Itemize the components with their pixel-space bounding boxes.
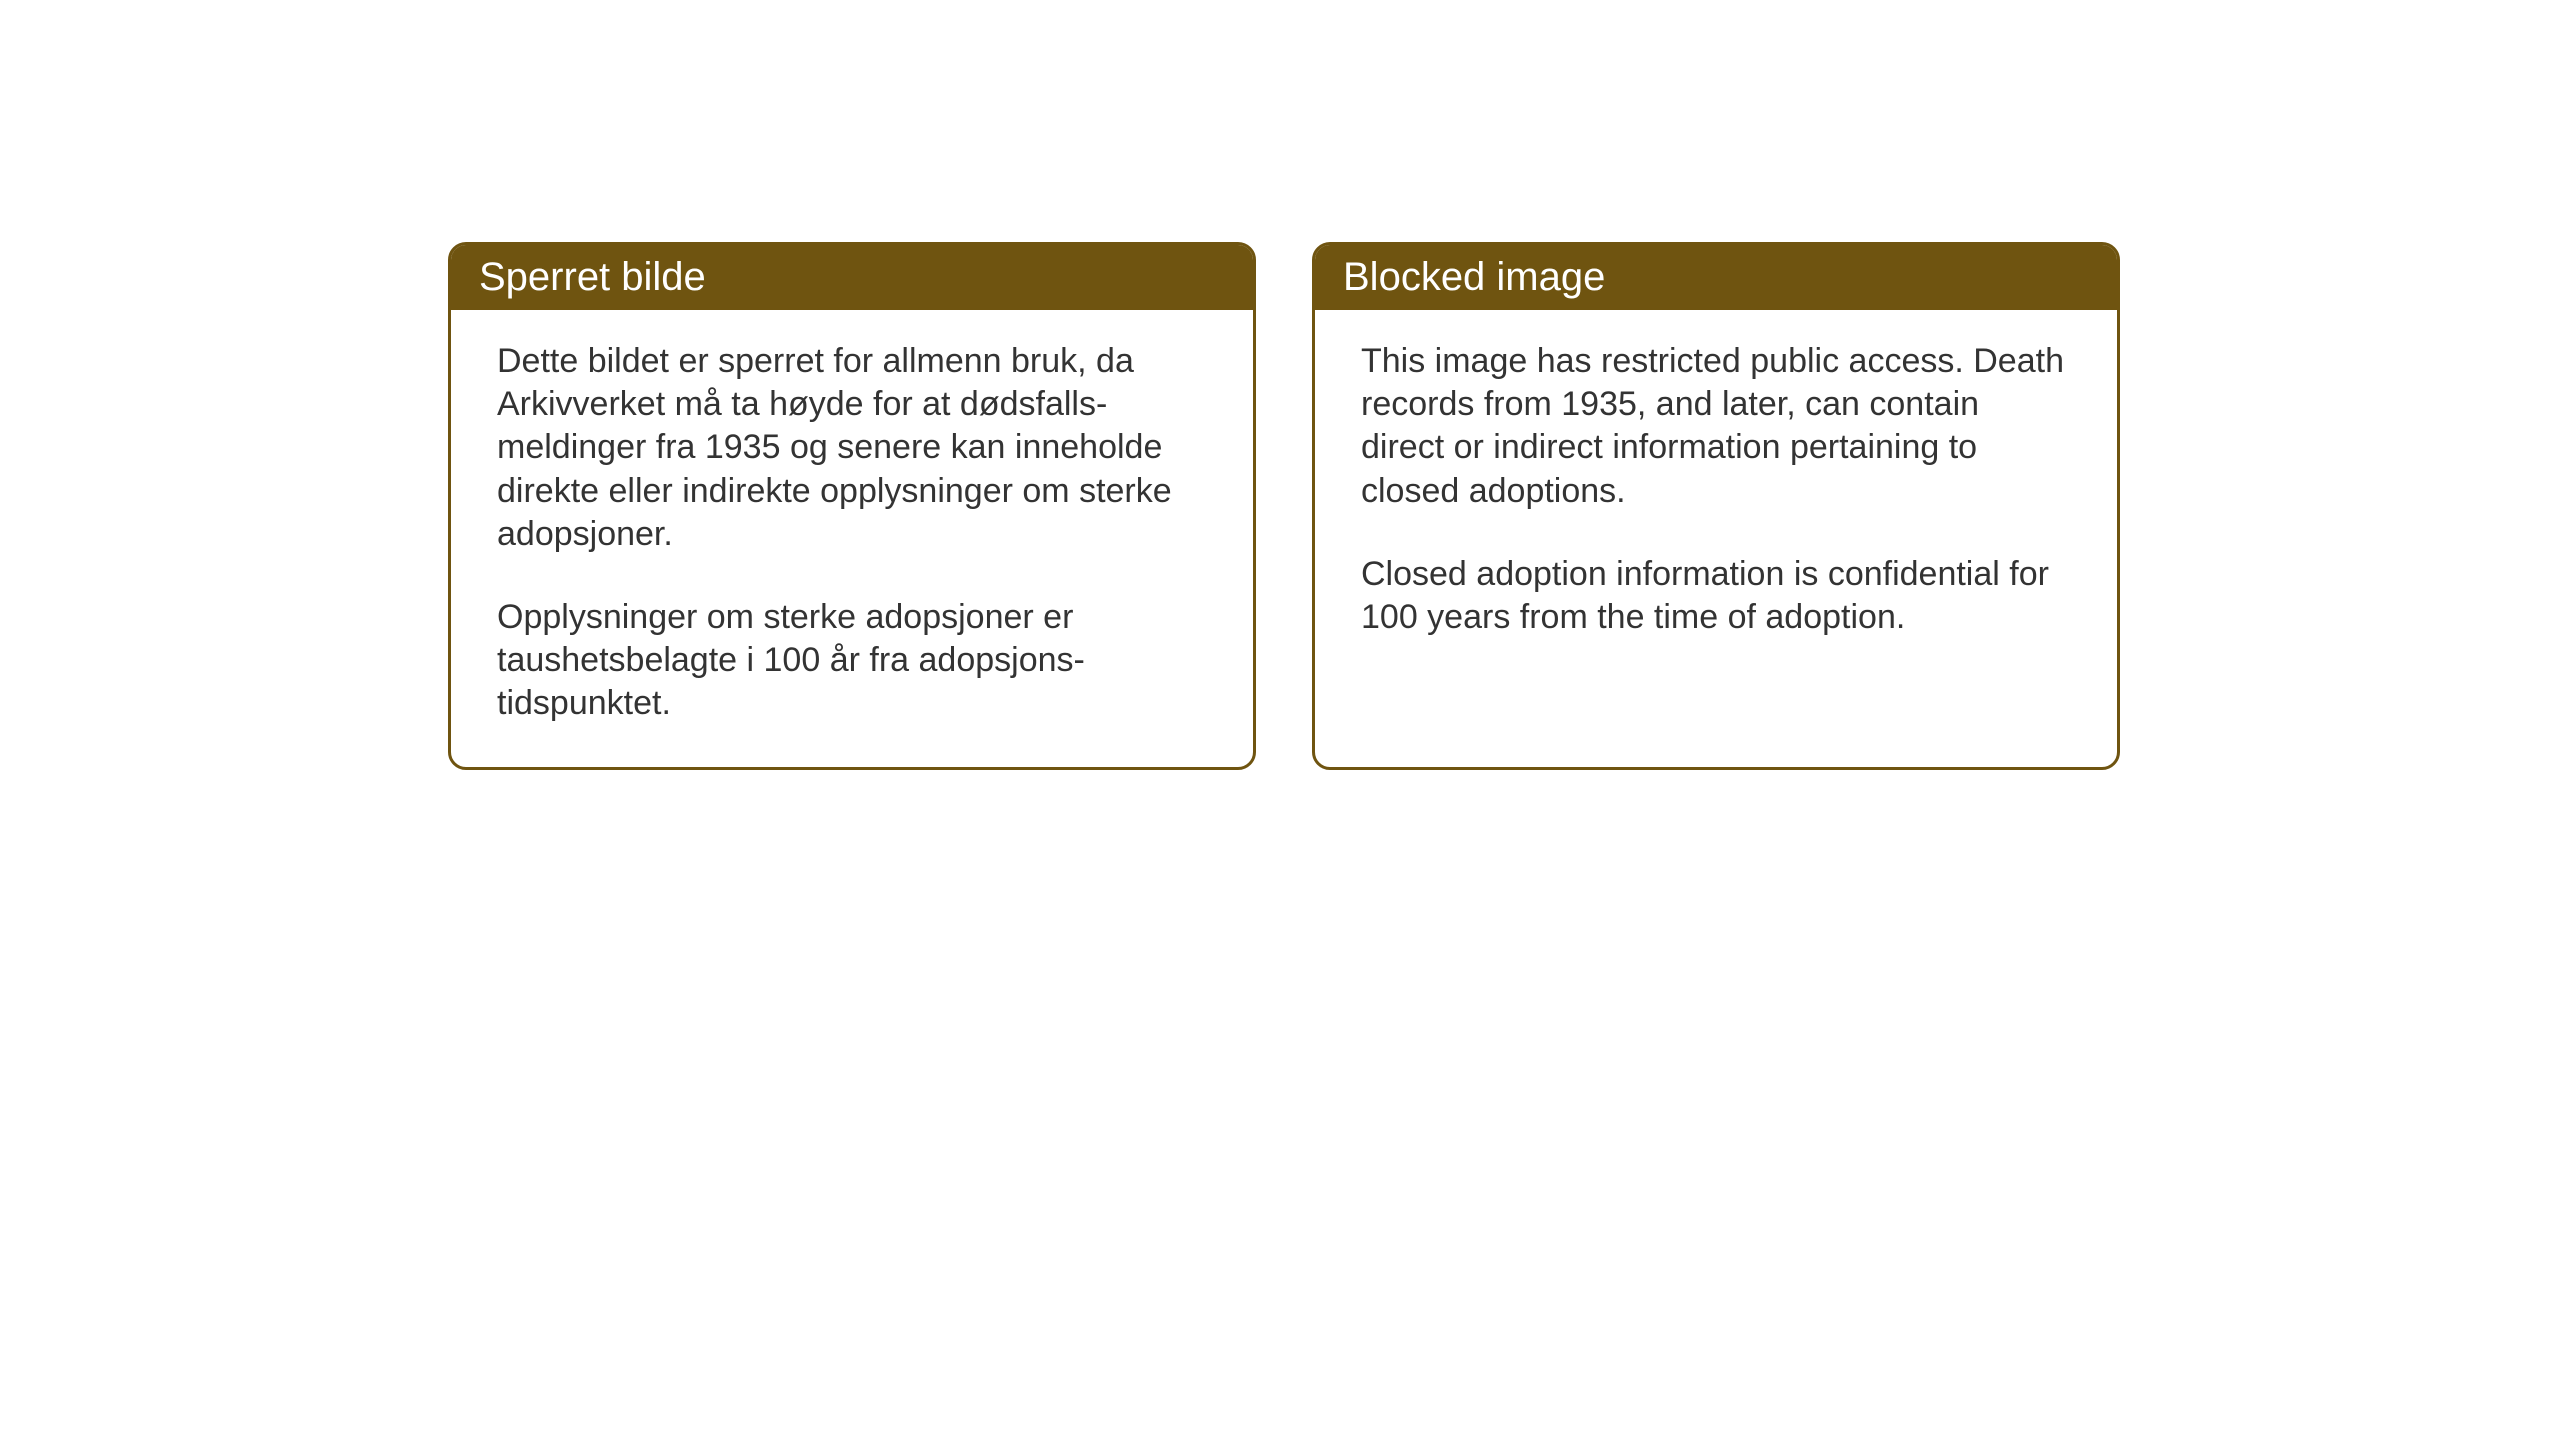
norwegian-card-title: Sperret bilde <box>451 245 1253 310</box>
english-paragraph-2: Closed adoption information is confident… <box>1361 553 2071 639</box>
english-paragraph-1: This image has restricted public access.… <box>1361 340 2071 513</box>
norwegian-card-body: Dette bildet er sperret for allmenn bruk… <box>451 310 1253 767</box>
english-notice-card: Blocked image This image has restricted … <box>1312 242 2120 770</box>
norwegian-paragraph-2: Opplysninger om sterke adopsjoner er tau… <box>497 596 1207 726</box>
english-card-body: This image has restricted public access.… <box>1315 310 2117 758</box>
notice-container: Sperret bilde Dette bildet er sperret fo… <box>448 242 2120 770</box>
english-card-title: Blocked image <box>1315 245 2117 310</box>
norwegian-paragraph-1: Dette bildet er sperret for allmenn bruk… <box>497 340 1207 556</box>
norwegian-notice-card: Sperret bilde Dette bildet er sperret fo… <box>448 242 1256 770</box>
